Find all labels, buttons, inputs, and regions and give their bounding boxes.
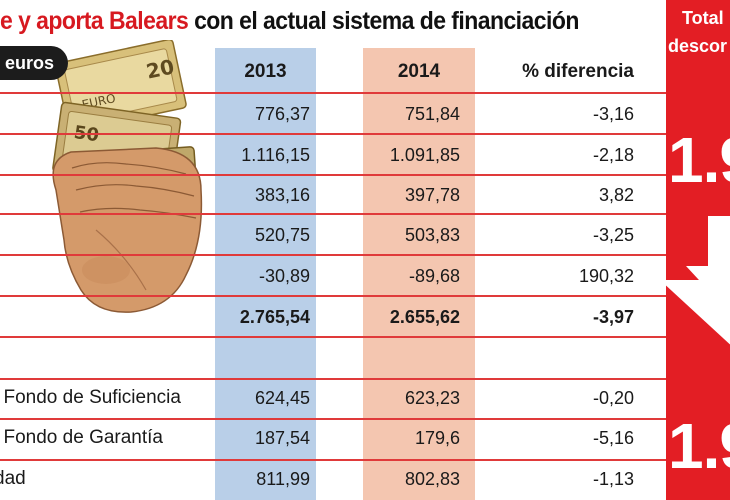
down-arrow-icon (660, 216, 730, 345)
side-title-line1: Total (682, 8, 724, 28)
row-divider (0, 174, 666, 176)
svg-text:20: 20 (144, 54, 176, 83)
cell-2013: 624,45 (254, 388, 310, 408)
cell-2014: 623,23 (404, 388, 460, 408)
cell-2014: 802,83 (404, 469, 460, 489)
row-label: l Fondo de Suficiencia (0, 387, 181, 408)
column-header-diff: % diferencia (522, 61, 634, 82)
cell-2014: 397,78 (404, 185, 460, 205)
cell-diff: 190,32 (578, 266, 634, 286)
cell-2013: 811,99 (256, 469, 310, 489)
cell-2013: 187,54 (254, 428, 310, 448)
fist-money-illustration: 20 EURO 50 20 (52, 40, 203, 313)
title-rest: con el actual sistema de financiación (188, 7, 579, 35)
page-title: e y aporta Balears con el actual sistema… (0, 4, 598, 38)
row-divider (0, 295, 666, 297)
cell-diff: -2,18 (592, 145, 634, 165)
title-highlight: e y aporta Balears (0, 7, 189, 35)
cell-2013: 776,37 (254, 104, 310, 124)
row-divider (0, 459, 666, 461)
cell-diff: -3,16 (592, 104, 634, 124)
row-divider (0, 418, 666, 420)
cell-2014: -89,68 (408, 266, 460, 286)
side-big-number-bottom: 1.9 (668, 410, 730, 482)
row-divider (0, 254, 666, 256)
cell-2014: 1.091,85 (389, 145, 460, 165)
row-label: l Fondo de Garantía (0, 427, 163, 448)
cell-2014: 179,6 (414, 428, 460, 448)
total-diff: -3,97 (592, 307, 634, 327)
side-panel-title: Total descor (668, 4, 730, 60)
cell-2014: 751,84 (404, 104, 460, 124)
row-label: dad (0, 468, 26, 489)
row-divider (0, 336, 666, 338)
row-divider (0, 92, 666, 94)
cell-diff: -5,16 (592, 428, 634, 448)
cell-diff: 3,82 (598, 185, 634, 205)
cell-diff: -1,13 (592, 469, 634, 489)
column-header-2014: 2014 (397, 61, 441, 82)
row-divider (0, 133, 666, 135)
row-divider (0, 213, 666, 215)
cell-2013: 1.116,15 (241, 145, 310, 165)
cell-2014: 503,83 (404, 225, 460, 245)
row-divider (0, 378, 666, 380)
side-title-line2: descor (668, 36, 728, 56)
cell-2013: -30,89 (258, 266, 310, 286)
total-2013: 2.765,54 (239, 307, 310, 327)
column-2013-shading (215, 48, 316, 500)
cell-2013: 520,75 (254, 225, 310, 245)
side-big-number-top: 1.9 (668, 124, 730, 196)
unit-badge: euros (0, 46, 68, 80)
cell-2013: 383,16 (254, 185, 310, 205)
cell-diff: -0,20 (592, 388, 634, 408)
column-header-2013: 2013 (244, 61, 287, 82)
column-2014-shading (363, 48, 475, 500)
total-2014: 2.655,62 (389, 307, 460, 327)
cell-diff: -3,25 (592, 225, 634, 245)
